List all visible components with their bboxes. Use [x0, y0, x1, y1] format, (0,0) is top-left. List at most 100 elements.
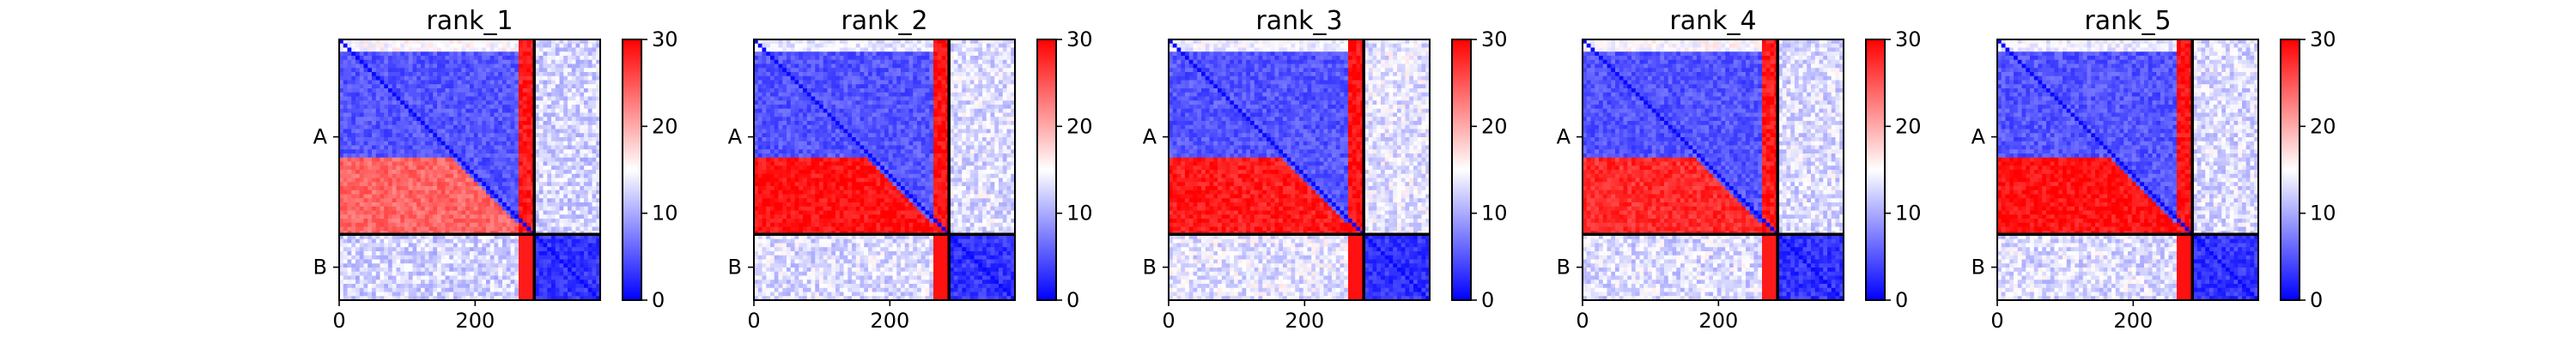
heatmap-cell — [563, 284, 568, 289]
heatmap-cell — [412, 68, 417, 73]
heatmap-cell — [489, 226, 495, 232]
colorbar-tick-label: 20 — [652, 114, 678, 138]
heatmap-cell — [535, 247, 540, 252]
heatmap-cell — [437, 39, 442, 45]
heatmap-cell — [502, 141, 507, 147]
heatmap-cell — [584, 96, 589, 101]
heatmap-cell — [396, 198, 401, 203]
heatmap-cell — [433, 173, 438, 179]
heatmap-cell — [990, 51, 995, 57]
heatmap-cell — [913, 72, 918, 77]
heatmap-cell — [482, 51, 487, 57]
heatmap-cell — [372, 161, 377, 166]
heatmap-cell — [999, 75, 1004, 81]
heatmap-cell — [502, 47, 507, 52]
heatmap-cell — [575, 296, 580, 301]
heatmap-cell — [363, 268, 368, 273]
heatmap-cell — [806, 88, 812, 93]
heatmap-cell — [494, 280, 499, 285]
heatmap-cell — [477, 96, 483, 101]
heatmap-cell — [482, 214, 487, 220]
heatmap-cell — [412, 259, 417, 264]
heatmap-cell — [372, 105, 377, 110]
heatmap-cell — [575, 63, 580, 69]
heatmap-cell — [950, 72, 955, 77]
heatmap-cell — [416, 292, 422, 297]
heatmap-cell — [953, 59, 959, 65]
heatmap-cell — [408, 88, 414, 93]
heatmap-cell — [514, 153, 519, 159]
heatmap-cell — [400, 194, 405, 199]
heatmap-cell — [498, 137, 503, 142]
heatmap-cell — [526, 280, 532, 285]
heatmap-cell — [428, 75, 434, 81]
heatmap-cell — [396, 222, 401, 228]
heatmap-cell — [587, 129, 593, 134]
heatmap-cell — [953, 63, 959, 69]
heatmap-cell — [351, 117, 356, 122]
heatmap-cell — [522, 121, 528, 126]
heatmap-cell — [982, 63, 987, 69]
heatmap-cell — [575, 39, 580, 45]
heatmap-cell — [482, 251, 487, 256]
heatmap-cell — [920, 39, 927, 45]
heatmap-cell — [770, 43, 775, 49]
heatmap-cell — [428, 100, 434, 105]
heatmap-cell — [969, 68, 975, 73]
heatmap-cell — [424, 112, 430, 117]
heatmap-cell — [519, 63, 524, 69]
heatmap-cell — [555, 145, 561, 150]
heatmap-cell — [519, 178, 524, 183]
heatmap-cell — [506, 108, 512, 114]
heatmap-cell — [559, 259, 564, 264]
heatmap-cell — [424, 238, 430, 244]
heatmap-cell — [449, 129, 454, 134]
heatmap-cell — [470, 149, 475, 154]
heatmap-cell — [892, 47, 897, 52]
heatmap-cell — [396, 51, 401, 57]
heatmap-cell — [433, 178, 438, 183]
heatmap-cell — [584, 68, 589, 73]
heatmap-cell — [396, 292, 401, 297]
heatmap-cell — [375, 112, 381, 117]
heatmap-cell — [470, 275, 475, 280]
heatmap-cell — [901, 39, 906, 45]
heatmap-cell — [433, 222, 438, 228]
heatmap-cell — [543, 210, 548, 215]
heatmap-cell — [584, 133, 589, 138]
heatmap-cell — [392, 287, 398, 293]
heatmap-cell — [421, 161, 426, 166]
heatmap-cell — [580, 173, 585, 179]
heatmap-cell — [375, 75, 381, 81]
heatmap-cell — [757, 68, 763, 73]
heatmap-cell — [372, 88, 377, 93]
heatmap-cell — [457, 121, 463, 126]
heatmap-cell — [538, 75, 544, 81]
heatmap-cell — [494, 165, 499, 171]
heatmap-cell — [477, 88, 483, 93]
heatmap-cell — [457, 149, 463, 154]
heatmap-cell — [473, 268, 479, 273]
heatmap-cell — [388, 165, 393, 171]
heatmap-cell — [563, 165, 568, 171]
heatmap-cell — [489, 117, 495, 122]
heatmap-cell — [339, 117, 344, 122]
heatmap-cell — [489, 202, 495, 208]
heatmap-cell — [384, 161, 389, 166]
heatmap-cell — [449, 96, 454, 101]
heatmap-cell — [428, 129, 434, 134]
heatmap-cell — [982, 88, 987, 93]
heatmap-cell — [596, 226, 601, 232]
heatmap-cell — [506, 47, 512, 52]
heatmap-cell — [482, 296, 487, 301]
heatmap-cell — [372, 51, 377, 57]
heatmap-cell — [388, 243, 393, 248]
heatmap-cell — [486, 129, 491, 134]
heatmap-cell — [559, 226, 564, 232]
heatmap-cell — [457, 268, 463, 273]
heatmap-cell — [559, 222, 564, 228]
heatmap-cell — [917, 63, 922, 69]
heatmap-cell — [571, 222, 577, 228]
heatmap-cell — [770, 92, 775, 98]
heatmap-cell — [848, 84, 853, 89]
